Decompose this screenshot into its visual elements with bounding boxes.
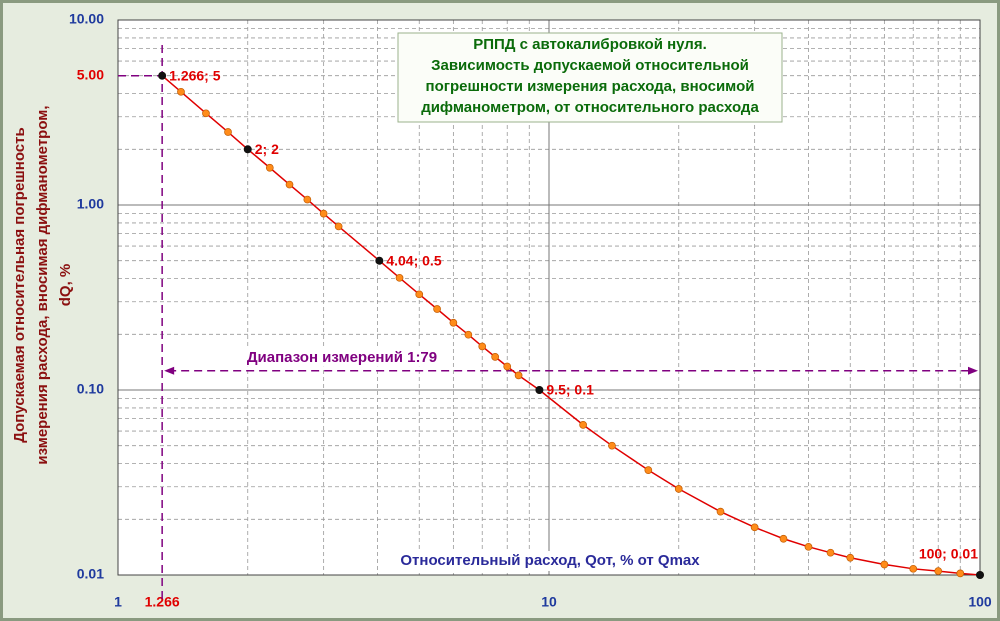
y-tick-label: 0.01 <box>77 566 104 582</box>
highlight-point <box>375 256 384 265</box>
marker <box>514 371 523 380</box>
x-tick-label: 10 <box>541 594 557 610</box>
marker <box>750 523 759 532</box>
marker <box>880 560 889 569</box>
range-label: Диапазон измерений 1:79 <box>247 349 437 366</box>
marker <box>804 542 813 551</box>
marker <box>319 209 328 218</box>
marker <box>303 195 312 204</box>
marker <box>826 548 835 557</box>
x-tick-label: 1.266 <box>145 594 180 610</box>
plot-border <box>117 19 981 576</box>
marker <box>433 305 441 313</box>
marker <box>716 507 725 516</box>
marker <box>334 222 343 231</box>
highlight-point <box>243 145 252 154</box>
marker <box>956 569 965 578</box>
x-axis-label: Относительный расход, Qот, % от Qmax <box>400 552 700 569</box>
highlight-point <box>158 71 167 80</box>
y-tick-label: 5.00 <box>77 66 104 82</box>
arrow-head <box>968 366 978 375</box>
y-tick-label: 1.00 <box>77 196 104 212</box>
chart-title: дифманометром, от относительного расхода <box>421 99 759 116</box>
marker <box>846 553 855 562</box>
title-box <box>397 32 783 123</box>
marker <box>579 421 587 429</box>
arrow-head <box>164 366 175 375</box>
data-label: 2; 2 <box>255 141 279 157</box>
marker <box>285 180 294 189</box>
data-label: 100; 0.01 <box>919 546 978 562</box>
marker <box>779 534 788 543</box>
x-tick-label: 100 <box>968 594 992 610</box>
highlight-point <box>535 386 544 394</box>
data-label: 9.5; 0.1 <box>546 382 594 398</box>
data-label: 4.04; 0.5 <box>386 252 441 268</box>
marker <box>224 128 232 136</box>
marker <box>177 87 185 96</box>
marker <box>608 441 616 450</box>
highlight-point <box>976 571 984 579</box>
y-axis-label: Допускаемая относительная погрешность <box>11 127 28 442</box>
chart-title: Зависимость допускаемой относительной <box>431 57 749 74</box>
marker <box>478 342 487 351</box>
marker <box>464 330 473 339</box>
marker <box>644 466 653 474</box>
marker <box>265 163 274 172</box>
marker <box>202 109 210 118</box>
y-tick-label: 0.10 <box>77 381 104 397</box>
x-label-bg <box>382 551 718 571</box>
marker <box>934 567 943 575</box>
range-label-bg <box>236 348 448 367</box>
chart-title: погрешности измерения расхода, вносимой <box>426 78 755 95</box>
marker <box>395 273 404 282</box>
y-axis-label: измерения расхода, вносимая дифманометро… <box>34 105 51 464</box>
y-tick-label: 10.00 <box>69 11 104 27</box>
marker <box>674 485 683 493</box>
marker <box>449 318 458 327</box>
x-tick-label: 1 <box>114 594 122 610</box>
marker <box>909 564 918 573</box>
marker <box>491 353 500 361</box>
marker <box>503 362 512 371</box>
data-label: 1.266; 5 <box>169 67 221 83</box>
chart-title: РППД с автокалибровкой нуля. <box>473 36 707 53</box>
y-axis-label: dQ, % <box>57 264 74 307</box>
marker <box>415 290 424 299</box>
